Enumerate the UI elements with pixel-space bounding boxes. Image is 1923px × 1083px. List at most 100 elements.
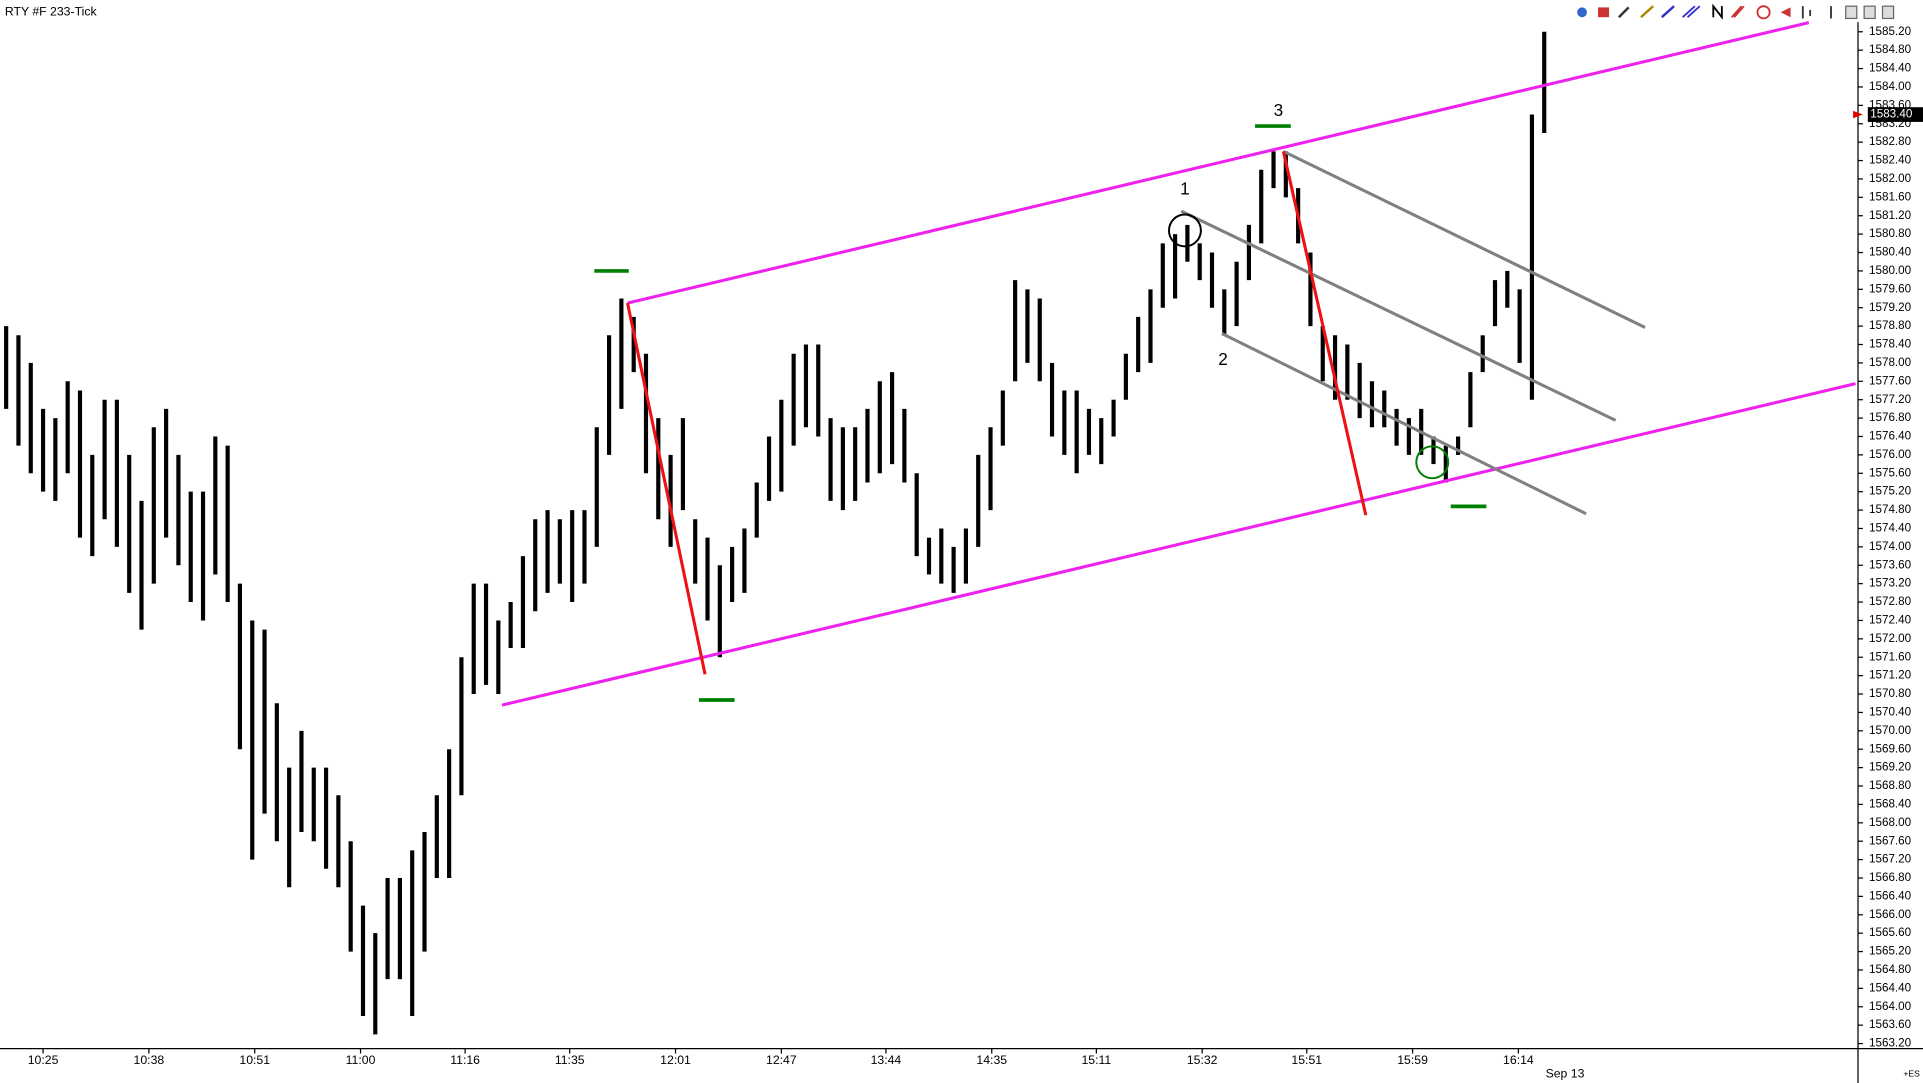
y-tick-label: 1584.80 bbox=[1869, 43, 1912, 56]
y-tick-label: 1572.00 bbox=[1869, 632, 1912, 645]
tool-icon[interactable] bbox=[1780, 7, 1791, 18]
y-tick-label: 1567.60 bbox=[1869, 834, 1912, 847]
y-tick-label: 1579.60 bbox=[1869, 282, 1912, 295]
y-tick-label: 1581.20 bbox=[1869, 209, 1912, 222]
y-tick-label: 1582.00 bbox=[1869, 172, 1912, 185]
y-tick-label: 1570.40 bbox=[1869, 706, 1912, 719]
last-price-label: 1583.40 bbox=[1870, 108, 1913, 121]
tool-icon[interactable] bbox=[1640, 5, 1655, 19]
y-tick-label: 1580.00 bbox=[1869, 264, 1912, 277]
tool-icon[interactable] bbox=[1660, 5, 1675, 19]
y-tick-label: 1574.80 bbox=[1869, 503, 1912, 516]
y-tick-label: 1574.40 bbox=[1869, 522, 1912, 535]
y-tick-label: 1578.80 bbox=[1869, 319, 1912, 332]
tool-icon[interactable] bbox=[1682, 5, 1701, 18]
y-tick-label: 1570.00 bbox=[1869, 724, 1912, 737]
chart-title: RTY #F 233-Tick bbox=[5, 5, 98, 19]
trendline bbox=[626, 302, 707, 675]
annotation: 3 bbox=[1274, 100, 1284, 120]
tool-icon[interactable] bbox=[1730, 5, 1745, 18]
annotation: 2 bbox=[1218, 349, 1228, 369]
toolbar[interactable] bbox=[1577, 3, 1895, 20]
x-tick-label: 14:35 bbox=[976, 1053, 1007, 1067]
tool-icon[interactable] bbox=[1598, 7, 1610, 18]
y-tick-label: 1582.40 bbox=[1869, 154, 1912, 167]
y-tick-label: 1572.80 bbox=[1869, 595, 1912, 608]
trendline bbox=[1221, 332, 1587, 516]
y-tick-label: 1564.00 bbox=[1869, 1000, 1912, 1013]
x-tick-label: 13:44 bbox=[871, 1053, 902, 1067]
y-tick-label: 1571.20 bbox=[1869, 669, 1912, 682]
y-tick-label: 1576.80 bbox=[1869, 411, 1912, 424]
y-tick-label: 1566.40 bbox=[1869, 889, 1912, 902]
x-tick-label: 12:47 bbox=[766, 1053, 797, 1067]
trendline bbox=[501, 382, 1856, 707]
y-tick-label: 1569.20 bbox=[1869, 761, 1912, 774]
y-tick-label: 1563.60 bbox=[1869, 1018, 1912, 1031]
trendline bbox=[1281, 151, 1368, 516]
y-tick-label: 1563.20 bbox=[1869, 1037, 1912, 1050]
x-tick-label: 16:14 bbox=[1503, 1053, 1534, 1067]
y-tick-label: 1570.80 bbox=[1869, 687, 1912, 700]
x-tick-label: 15:51 bbox=[1291, 1053, 1322, 1067]
highlight-circle bbox=[1415, 445, 1450, 480]
x-tick-label: 15:11 bbox=[1081, 1053, 1111, 1067]
tool-icon[interactable] bbox=[1712, 3, 1723, 20]
highlight-circle bbox=[1168, 213, 1202, 248]
y-tick-label: 1584.40 bbox=[1869, 62, 1912, 75]
date-label: Sep 13 bbox=[1546, 1067, 1585, 1081]
y-tick-label: 1584.00 bbox=[1869, 80, 1912, 93]
y-tick-label: 1578.00 bbox=[1869, 356, 1912, 369]
y-tick-label: 1582.80 bbox=[1869, 135, 1912, 148]
y-tick-label: 1566.00 bbox=[1869, 908, 1912, 921]
x-tick-label: 10:38 bbox=[134, 1053, 165, 1067]
x-tick-label: 12:01 bbox=[660, 1053, 691, 1067]
tool-icon[interactable] bbox=[1863, 5, 1876, 20]
y-tick-label: 1571.60 bbox=[1869, 650, 1912, 663]
x-tick-label: 10:51 bbox=[239, 1053, 270, 1067]
y-tick-label: 1581.60 bbox=[1869, 190, 1912, 203]
x-tick-label: 10:25 bbox=[28, 1053, 59, 1067]
trendline bbox=[1180, 209, 1617, 422]
x-tick-label: 11:35 bbox=[555, 1053, 585, 1067]
trendline bbox=[1282, 149, 1646, 329]
tool-icon[interactable] bbox=[1801, 6, 1812, 19]
y-tick-label: 1580.40 bbox=[1869, 246, 1912, 259]
y-tick-label: 1577.20 bbox=[1869, 393, 1912, 406]
x-tick-label: 11:16 bbox=[450, 1053, 480, 1067]
y-tick-label: 1575.20 bbox=[1869, 485, 1912, 498]
tool-icon[interactable] bbox=[1577, 7, 1587, 18]
y-tick-label: 1564.40 bbox=[1869, 981, 1912, 994]
trendline bbox=[627, 21, 1810, 305]
y-tick-label: 1564.80 bbox=[1869, 963, 1912, 976]
y-tick-label: 1572.40 bbox=[1869, 614, 1912, 627]
tool-icon[interactable] bbox=[1881, 5, 1895, 20]
tool-icon[interactable] bbox=[1845, 5, 1858, 20]
y-tick-label: 1565.20 bbox=[1869, 945, 1912, 958]
y-tick-label: 1573.20 bbox=[1869, 577, 1912, 590]
y-tick-label: 1574.00 bbox=[1869, 540, 1912, 553]
last-price-arrow bbox=[1853, 110, 1863, 119]
x-tick-label: 15:59 bbox=[1397, 1053, 1428, 1067]
y-tick-label: 1567.20 bbox=[1869, 853, 1912, 866]
y-tick-label: 1577.60 bbox=[1869, 374, 1912, 387]
y-tick-label: 1575.60 bbox=[1869, 466, 1912, 479]
y-tick-label: 1565.60 bbox=[1869, 926, 1912, 939]
y-tick-label: 1568.40 bbox=[1869, 797, 1912, 810]
x-tick-label: 11:00 bbox=[346, 1053, 376, 1067]
y-tick-label: 1578.40 bbox=[1869, 338, 1912, 351]
y-tick-label: 1569.60 bbox=[1869, 742, 1912, 755]
tool-icon[interactable] bbox=[1617, 6, 1630, 19]
tool-icon[interactable] bbox=[1756, 5, 1771, 20]
y-tick-label: 1576.40 bbox=[1869, 430, 1912, 443]
y-tick-label: 1573.60 bbox=[1869, 558, 1912, 571]
corner-label: +ES bbox=[1903, 1069, 1920, 1079]
y-tick-label: 1566.80 bbox=[1869, 871, 1912, 884]
y-tick-label: 1568.80 bbox=[1869, 779, 1912, 792]
y-tick-label: 1579.20 bbox=[1869, 301, 1912, 314]
x-tick-label: 15:32 bbox=[1187, 1053, 1218, 1067]
y-tick-label: 1585.20 bbox=[1869, 25, 1912, 38]
